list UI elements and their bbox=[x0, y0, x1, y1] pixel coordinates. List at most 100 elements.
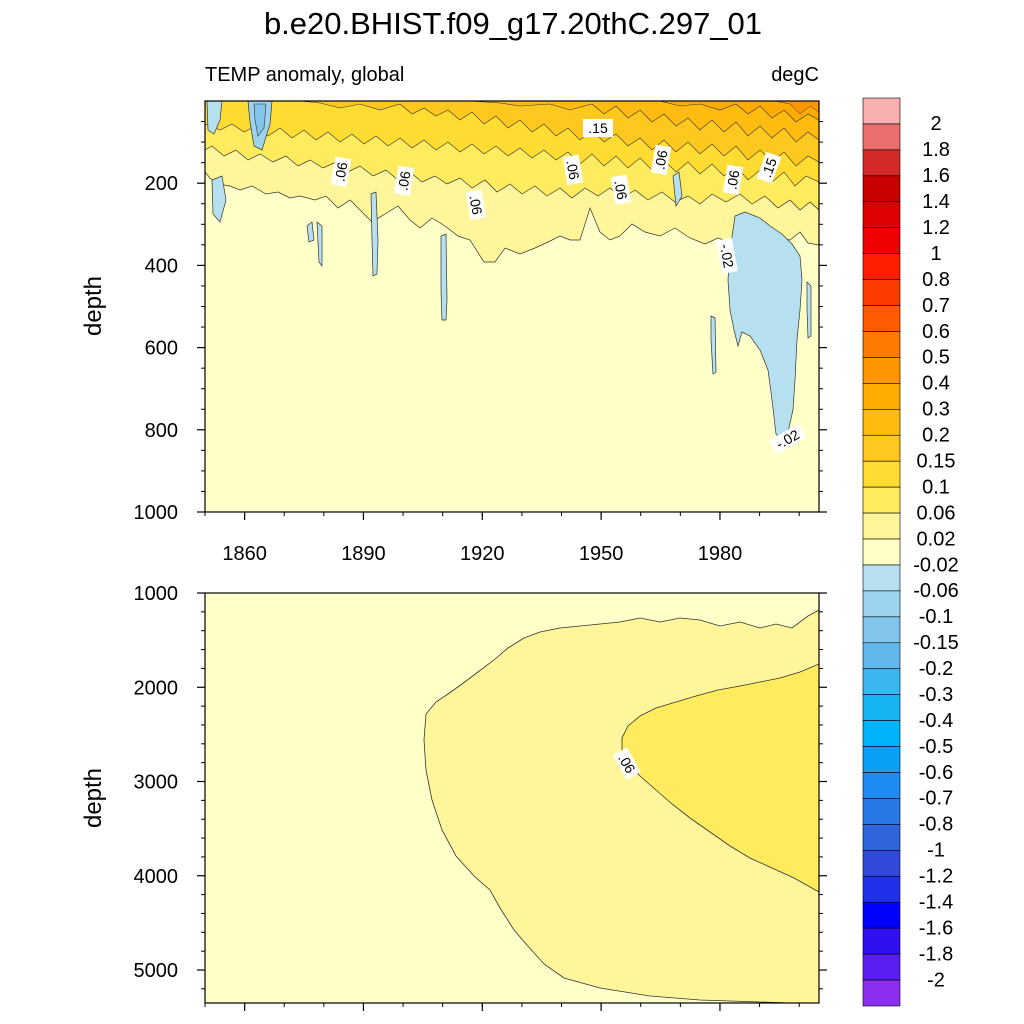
colorbar-label: 1.4 bbox=[922, 191, 950, 213]
top-subtitle-left: TEMP anomaly, global bbox=[205, 64, 404, 86]
colorbar-swatch bbox=[862, 824, 901, 851]
top-cool-patch-8 bbox=[440, 233, 448, 321]
colorbar-swatch bbox=[862, 720, 901, 747]
colorbar-label: -1.4 bbox=[919, 892, 953, 914]
colorbar-swatch bbox=[862, 798, 901, 825]
colorbar-label: 1.8 bbox=[922, 139, 950, 161]
colorbar-swatch bbox=[862, 149, 901, 177]
colorbar-swatch bbox=[862, 875, 901, 903]
x-tick-label: 1950 bbox=[579, 543, 624, 565]
colorbar-swatch bbox=[862, 927, 901, 955]
svg-text:-.02: -.02 bbox=[717, 243, 737, 270]
top-cool-patch-4 bbox=[211, 175, 227, 223]
top-cool-patch-11 bbox=[806, 281, 812, 339]
contour-label: .06 bbox=[610, 174, 632, 206]
bottom-plot-frame bbox=[204, 592, 820, 1004]
top-subtitle-right: degC bbox=[771, 64, 819, 86]
colorbar-label: 0.15 bbox=[917, 450, 956, 472]
colorbar-label: 1.6 bbox=[922, 165, 950, 187]
colorbar-label: -0.06 bbox=[913, 580, 959, 602]
colorbar-swatch bbox=[862, 746, 901, 773]
y-tick-label: 1000 bbox=[134, 502, 179, 524]
bottom-x-axis bbox=[204, 1003, 800, 1011]
top-cool-patch-10 bbox=[710, 315, 717, 375]
svg-text:.06: .06 bbox=[466, 194, 485, 216]
colorbar-swatch bbox=[862, 409, 901, 436]
y-tick-label: 400 bbox=[145, 255, 178, 277]
contour-label: .06 bbox=[650, 144, 672, 176]
colorbar-label: 0.5 bbox=[922, 347, 950, 369]
colorbar-swatch bbox=[862, 953, 901, 981]
top-cool-patch-1 bbox=[206, 101, 223, 135]
colorbar-label: 2 bbox=[930, 113, 941, 135]
colorbar-swatch bbox=[862, 642, 901, 670]
y-tick-label: 1000 bbox=[134, 583, 179, 605]
colorbar-swatch bbox=[862, 460, 901, 488]
svg-text:.06: .06 bbox=[563, 159, 582, 181]
y-tick-label: 5000 bbox=[134, 960, 179, 982]
y-tick-label: 600 bbox=[145, 338, 178, 360]
colorbar-label: -1.6 bbox=[919, 917, 953, 939]
svg-text:.06: .06 bbox=[394, 170, 413, 192]
bottom-y-axis: 1000 2000 3000 4000 5000 bbox=[134, 583, 827, 990]
svg-text:.15: .15 bbox=[588, 120, 608, 136]
svg-text:.06: .06 bbox=[651, 149, 670, 171]
y-tick-label: 200 bbox=[145, 173, 178, 195]
colorbar-swatch bbox=[862, 227, 901, 254]
colorbar-swatch bbox=[862, 668, 901, 695]
top-contour-labels: .15 .06 .06 .06 .06 .06 .06 .06 .15 -.02… bbox=[330, 119, 807, 455]
colorbar-swatch bbox=[862, 305, 901, 332]
colorbar-swatch bbox=[862, 383, 901, 410]
colorbar-label: -0.6 bbox=[919, 762, 953, 784]
top-cool-patch-6 bbox=[316, 221, 323, 268]
colorbar-label: -0.2 bbox=[919, 658, 953, 680]
top-cool-patch-5 bbox=[306, 221, 315, 243]
top-y-axis: 200 400 600 800 1000 bbox=[134, 121, 827, 524]
colorbar-swatch bbox=[862, 616, 901, 644]
y-tick-label: 3000 bbox=[134, 772, 179, 794]
colorbar-label: 0.1 bbox=[922, 476, 950, 498]
colorbar-swatch bbox=[862, 357, 901, 384]
colorbar-label: -0.3 bbox=[919, 684, 953, 706]
colorbar-swatch bbox=[862, 512, 901, 540]
svg-text:.15: .15 bbox=[758, 156, 780, 180]
colorbar-swatch bbox=[862, 979, 901, 1007]
colorbar-label: -1 bbox=[927, 840, 945, 862]
x-tick-label: 1920 bbox=[460, 543, 505, 565]
colorbar-label: 1.2 bbox=[922, 217, 950, 239]
colorbar-label: -0.15 bbox=[913, 632, 959, 654]
contour-label: .06 bbox=[330, 156, 352, 188]
top-panel: TEMP anomaly, global degC bbox=[80, 64, 827, 565]
colorbar-swatch bbox=[862, 564, 901, 592]
colorbar-label: 0.3 bbox=[922, 399, 950, 421]
colorbar-label: 0.4 bbox=[922, 373, 950, 395]
colorbar-swatch bbox=[862, 486, 901, 514]
y-tick-label: 2000 bbox=[134, 677, 179, 699]
colorbar-swatch bbox=[862, 850, 901, 877]
colorbar-swatch bbox=[862, 694, 901, 721]
colorbar-swatch bbox=[862, 123, 901, 151]
contour-label: -.02 bbox=[716, 237, 738, 274]
top-cool-patch-7 bbox=[370, 191, 379, 277]
colorbar-label: -0.02 bbox=[913, 554, 959, 576]
top-cool-patch-3 bbox=[253, 103, 267, 137]
colorbar-swatch bbox=[862, 331, 901, 358]
colorbar-label: -0.7 bbox=[919, 788, 953, 810]
colorbar-swatch bbox=[862, 175, 901, 203]
svg-text:.06: .06 bbox=[331, 161, 350, 183]
colorbar-swatch bbox=[862, 434, 901, 462]
colorbar-swatch bbox=[862, 279, 901, 306]
top-fill-band-0.4 bbox=[774, 101, 819, 115]
top-fill-band-0.3 bbox=[659, 101, 819, 123]
x-tick-label: 1890 bbox=[341, 543, 386, 565]
colorbar-swatch bbox=[862, 253, 901, 280]
contour-label: .15 bbox=[583, 119, 613, 137]
colorbar-label: 0.02 bbox=[917, 528, 956, 550]
y-tick-label: 800 bbox=[145, 420, 178, 442]
colorbar-swatch bbox=[862, 97, 901, 125]
top-x-axis: 1860 1890 1920 1950 1980 bbox=[204, 512, 800, 565]
colorbar: 2 1.8 1.6 1.4 1.2 1 0.8 0.7 0.6 0.5 0.4 0.3 0.2 0.15 0… bbox=[862, 97, 959, 1007]
svg-text:.06: .06 bbox=[611, 179, 630, 201]
contour-label: .15 bbox=[756, 151, 782, 184]
